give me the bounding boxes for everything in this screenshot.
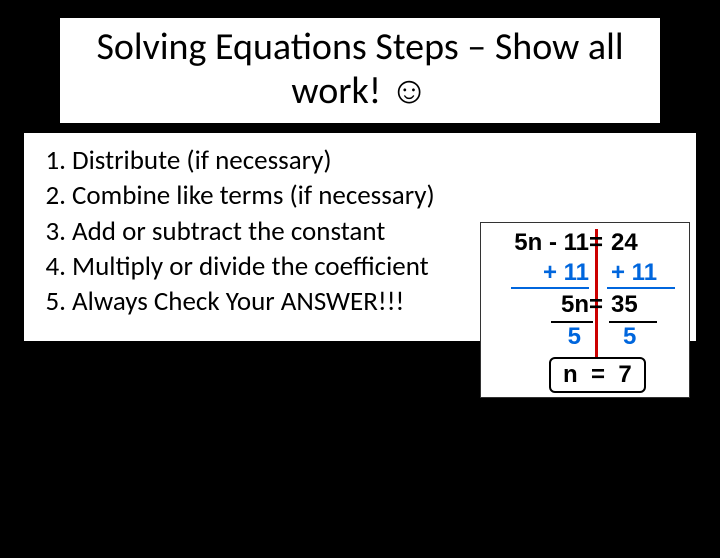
eq-rhs: 35 bbox=[611, 291, 638, 319]
eq-lhs: 5n bbox=[561, 291, 589, 319]
eq-rhs: 24 bbox=[611, 229, 638, 257]
eq-lhs: 5 bbox=[568, 323, 581, 351]
worked-example: 5n - 11 = 24 + 11 + 11 5n = 35 5 5 n = 7 bbox=[480, 222, 690, 398]
eq-rhs: 5 bbox=[623, 323, 636, 351]
answer-box: n = 7 bbox=[549, 357, 646, 393]
eq-sign: = bbox=[587, 291, 605, 319]
eq-lhs: 5n - 11 bbox=[514, 229, 589, 257]
step-text: Combine like terms (if necessary) bbox=[72, 178, 682, 213]
step-number: 3. bbox=[38, 214, 72, 249]
eq-lhs: + 11 bbox=[543, 259, 589, 287]
answer-lhs: n bbox=[563, 361, 578, 388]
answer-rhs: 7 bbox=[618, 361, 631, 388]
eq-rhs: + 11 bbox=[611, 259, 657, 287]
step-text: Distribute (if necessary) bbox=[72, 143, 682, 178]
step-number: 4. bbox=[38, 249, 72, 284]
title-box: Solving Equations Steps – Show all work!… bbox=[60, 18, 660, 123]
answer-eq: = bbox=[591, 361, 605, 388]
slide-title: Solving Equations Steps – Show all work!… bbox=[70, 26, 650, 113]
list-item: 2. Combine like terms (if necessary) bbox=[38, 178, 682, 213]
step-number: 2. bbox=[38, 178, 72, 213]
underline bbox=[511, 287, 589, 289]
list-item: 1. Distribute (if necessary) bbox=[38, 143, 682, 178]
step-number: 1. bbox=[38, 143, 72, 178]
underline bbox=[607, 287, 675, 289]
step-number: 5. bbox=[38, 284, 72, 319]
eq-sign: = bbox=[587, 229, 605, 257]
